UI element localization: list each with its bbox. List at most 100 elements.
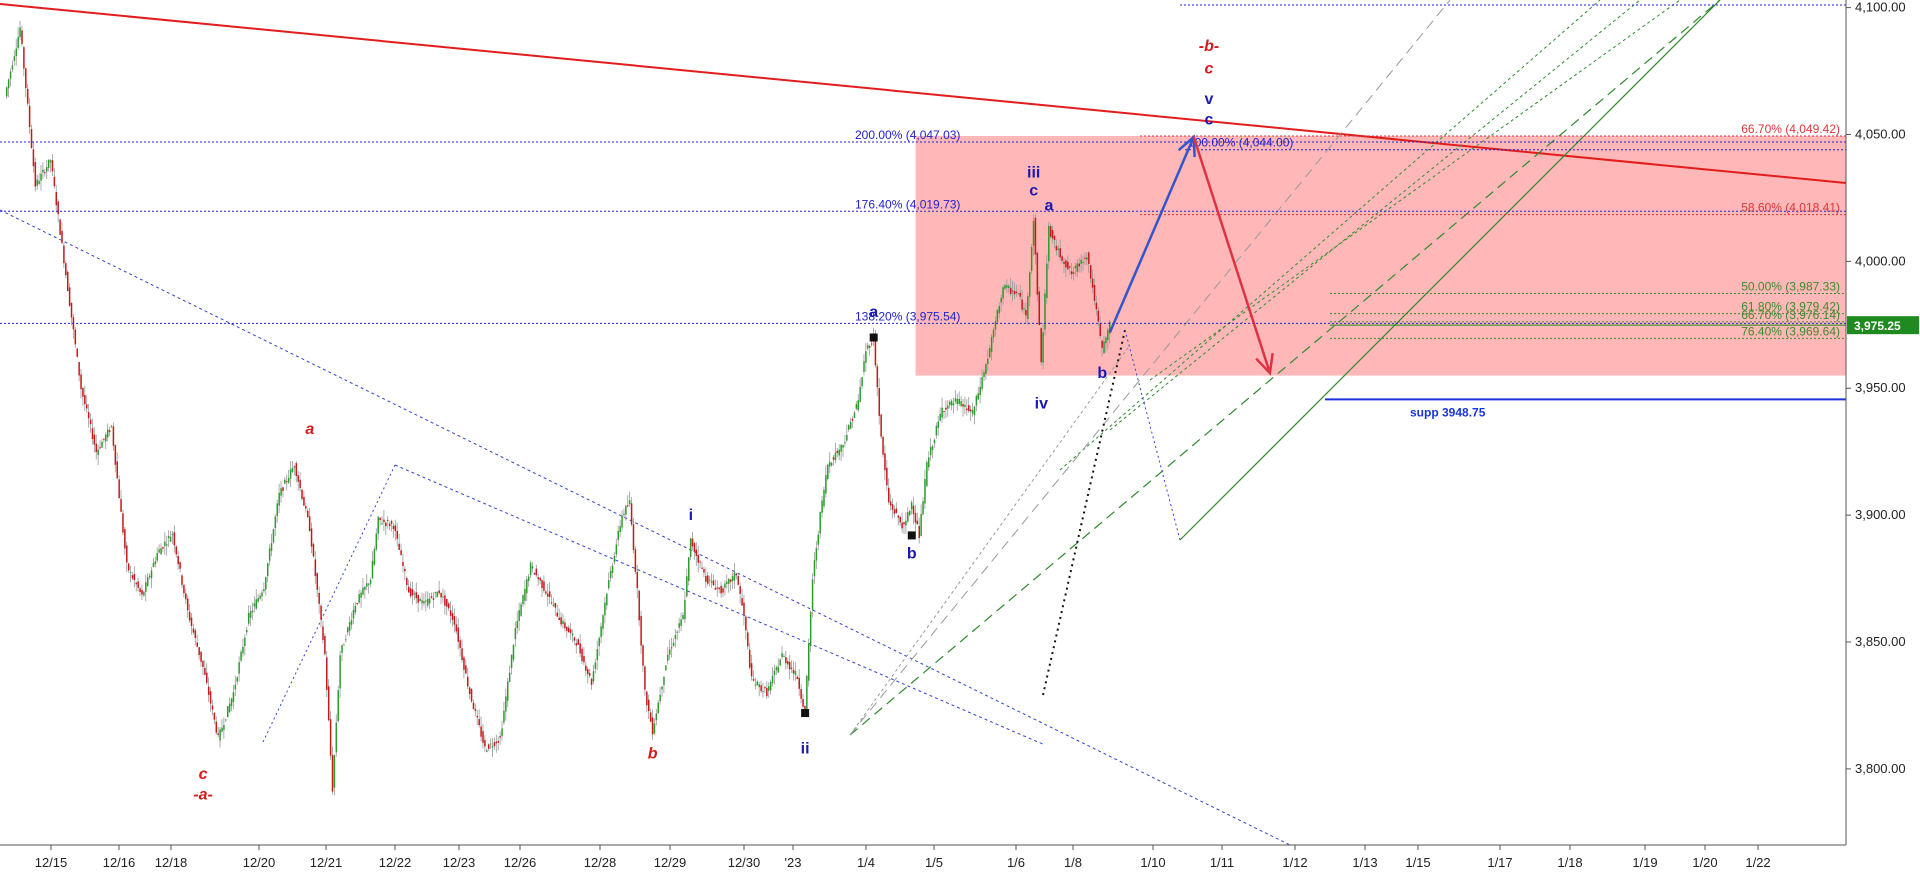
candle-body xyxy=(543,581,545,591)
candle-body xyxy=(221,727,223,732)
candle-body xyxy=(101,441,103,448)
candle-body xyxy=(105,434,107,442)
candle-body xyxy=(1072,272,1075,274)
candle-body xyxy=(240,651,242,661)
candle-body xyxy=(265,577,267,590)
candle-body xyxy=(588,673,591,676)
candle-body xyxy=(787,661,789,665)
candle-body xyxy=(687,557,690,581)
price-tick-label: 3,950.00 xyxy=(1855,380,1906,395)
candle-body xyxy=(215,721,218,733)
a-leg-path xyxy=(262,464,396,743)
candle-body xyxy=(973,406,976,415)
candle-body xyxy=(541,580,543,589)
candle-body xyxy=(531,566,534,569)
candle-body xyxy=(1038,291,1041,325)
wave-label: b xyxy=(648,746,658,763)
candle-body xyxy=(126,545,128,563)
candle-body xyxy=(701,567,703,569)
trendline-layer xyxy=(0,0,1847,846)
candle-body xyxy=(30,129,33,149)
candle-body xyxy=(1006,285,1008,288)
candle-body xyxy=(756,681,759,686)
candle-body xyxy=(907,512,909,522)
candle-body xyxy=(535,568,538,576)
candle-body xyxy=(606,593,608,606)
candle-body xyxy=(472,702,475,710)
candle-body xyxy=(259,595,261,599)
candle-body xyxy=(895,508,898,513)
support-label: supp 3948.75 xyxy=(1410,405,1486,419)
price-tick-label: 3,850.00 xyxy=(1855,634,1906,649)
candle-body xyxy=(44,172,46,174)
candle-body xyxy=(1032,221,1035,246)
candle-body xyxy=(607,580,610,589)
date-tick-label: 1/22 xyxy=(1745,855,1770,870)
candle-body xyxy=(939,413,941,421)
candle-body xyxy=(194,630,197,638)
candle-body xyxy=(204,667,206,675)
candle-body xyxy=(998,306,1001,314)
candle-body xyxy=(527,576,530,582)
candle-body xyxy=(207,686,210,695)
candle-body xyxy=(21,30,23,44)
candle-body xyxy=(590,678,593,685)
fib-level-label: 138.20% (3,975.54) xyxy=(855,309,960,323)
candle-body xyxy=(230,698,233,707)
candle-body xyxy=(1070,271,1073,275)
candle-body xyxy=(798,677,800,689)
candle-body xyxy=(360,592,362,598)
candle-body xyxy=(781,653,783,658)
candle-body xyxy=(503,710,505,723)
candle-body xyxy=(1107,329,1109,341)
candle-body xyxy=(324,636,326,655)
candle-body xyxy=(828,461,831,467)
candle-body xyxy=(42,169,44,173)
candle-body xyxy=(282,487,284,491)
candle-body xyxy=(1002,287,1004,299)
candle-body xyxy=(539,577,541,581)
candle-body xyxy=(7,79,10,89)
candle-body xyxy=(61,230,63,243)
candle-body xyxy=(655,713,658,721)
date-tick-label: 12/15 xyxy=(35,855,68,870)
candle-body xyxy=(377,516,379,534)
candle-body xyxy=(9,71,12,79)
candle-body xyxy=(373,549,376,565)
candle-body xyxy=(299,479,301,489)
candle-body xyxy=(825,475,827,494)
candle-body xyxy=(585,665,587,671)
candle-body xyxy=(537,577,539,580)
candle-body xyxy=(836,450,839,454)
wave-label: v xyxy=(1205,91,1214,108)
candle-body xyxy=(703,569,705,573)
candle-body xyxy=(1078,263,1081,267)
candle-body xyxy=(200,651,202,662)
candle-body xyxy=(667,654,669,661)
date-tick-label: 1/15 xyxy=(1405,855,1430,870)
candle-body xyxy=(166,544,168,546)
candle-body xyxy=(367,583,370,585)
candle-body xyxy=(571,633,574,636)
candle-body xyxy=(954,398,957,402)
candle-body xyxy=(270,543,273,551)
candle-body xyxy=(97,449,99,456)
candle-body xyxy=(421,600,423,604)
candle-body xyxy=(842,444,844,448)
candle-body xyxy=(916,520,919,525)
candle-body xyxy=(783,655,785,657)
grey-channel-upper xyxy=(849,0,1451,736)
candle-body xyxy=(849,421,852,429)
candle-body xyxy=(474,709,477,711)
candle-body xyxy=(1008,285,1010,288)
pivot-marker xyxy=(907,531,916,540)
candle-body xyxy=(152,563,155,567)
candle-body xyxy=(356,603,359,605)
candle-body xyxy=(314,559,317,577)
candle-body xyxy=(362,587,364,595)
candle-body xyxy=(312,544,315,557)
candle-body xyxy=(387,519,389,521)
candle-body xyxy=(301,489,303,499)
